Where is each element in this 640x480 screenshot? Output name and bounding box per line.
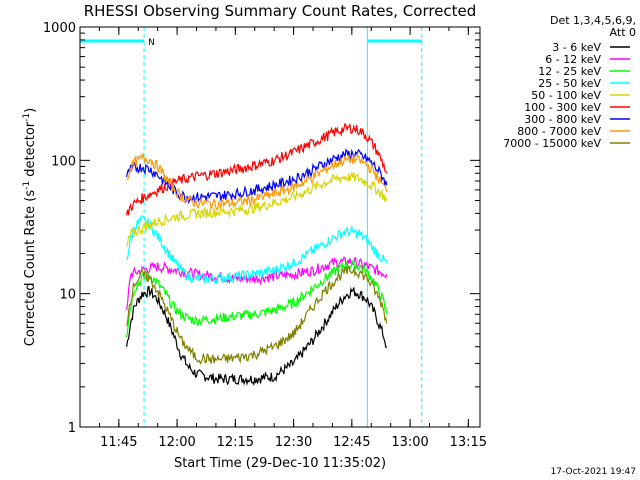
y-axis-label-sup2: -1 [22, 113, 32, 122]
x-tick-label: 12:45 [333, 435, 370, 450]
series-line [126, 215, 388, 286]
x-tick-label: 12:30 [275, 435, 312, 450]
legend-header: Att 0 [610, 26, 636, 39]
x-tick-label: 13:15 [450, 435, 487, 450]
legend-label: 800 - 7000 keV [517, 125, 601, 138]
legend-label: 50 - 100 keV [531, 89, 601, 102]
y-tick-label: 1 [68, 421, 76, 436]
series-line [126, 122, 388, 216]
legend-label: 100 - 300 keV [524, 101, 601, 114]
y-axis-label: Corrected Count Rate (s-1 detector-1) [22, 108, 38, 346]
x-axis: 11:45 12:00 12:15 12:30 12:45 13:00 13:15 [79, 27, 487, 450]
series-line [126, 172, 388, 247]
y-tick-label: 100 [51, 154, 76, 169]
legend-label: 300 - 800 keV [524, 113, 601, 126]
legend-label: 12 - 25 keV [538, 65, 601, 78]
timestamp: 17-Oct-2021 19:47 [551, 467, 636, 477]
series-line [126, 256, 388, 311]
plot-area: N [80, 27, 423, 427]
y-tick-label: 1000 [43, 21, 76, 36]
y-tick-label: 10 [59, 288, 76, 303]
legend-header: Det 1,3,4,5,6,9, [550, 14, 636, 27]
night-marker: N [148, 38, 155, 48]
x-tick-label: 12:15 [217, 435, 254, 450]
y-axis: 1 10 100 1000 [43, 21, 480, 436]
x-tick-label: 12:00 [158, 435, 195, 450]
legend-label: 25 - 50 keV [538, 77, 601, 90]
y-axis-label-end: ) [23, 108, 38, 113]
x-tick-label: 13:00 [391, 435, 428, 450]
legend-label: 7000 - 15000 keV [503, 137, 601, 150]
legend-label: 6 - 12 keV [545, 53, 601, 66]
y-axis-label-start: Corrected Count Rate (s [23, 190, 38, 347]
series-line [126, 151, 388, 211]
series-line [126, 285, 388, 387]
y-axis-label-sup1: -1 [22, 181, 32, 190]
chart-title: RHESSI Observing Summary Count Rates, Co… [84, 2, 477, 20]
x-axis-label: Start Time (29-Dec-10 11:35:02) [174, 456, 386, 471]
legend-label: 3 - 6 keV [552, 41, 601, 54]
series-line [126, 265, 388, 365]
y-axis-label-mid: detector [23, 121, 38, 181]
series-line [126, 148, 388, 205]
series-line [126, 259, 388, 338]
x-tick-label: 11:45 [100, 435, 137, 450]
plot-frame [79, 26, 481, 428]
